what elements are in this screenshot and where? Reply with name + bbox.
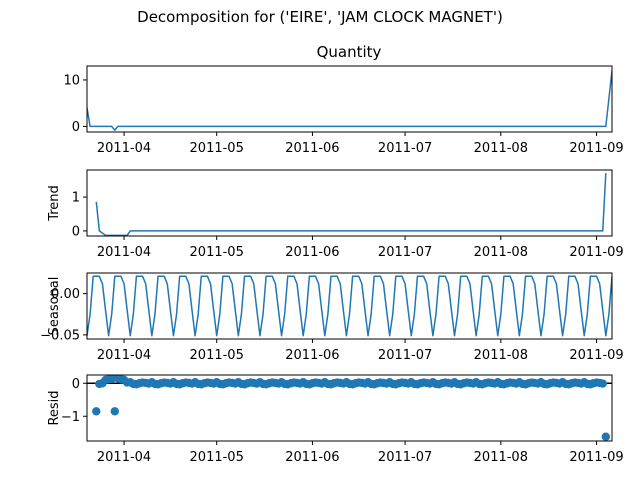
trend-plot-area	[95, 173, 607, 236]
resid-xtick-label: 2011-09	[569, 450, 623, 465]
seasonal-ytick-label: 0.00	[51, 287, 80, 302]
seasonal-xtick-label: 2011-07	[378, 348, 432, 363]
resid-xtick-label: 2011-07	[378, 450, 432, 465]
seasonal-xtick-label: 2011-05	[190, 348, 244, 363]
quantity-xtick-label: 2011-05	[190, 141, 244, 156]
trend-xtick-label: 2011-09	[569, 245, 623, 260]
seasonal-series-line	[87, 275, 612, 337]
trend-xtick-label: 2011-07	[378, 245, 432, 260]
trend-xtick-label: 2011-04	[97, 245, 151, 260]
quantity-ytick-label: 10	[63, 73, 80, 88]
seasonal-ylabel: Seasonal	[47, 277, 62, 336]
quantity-series-line	[87, 70, 612, 131]
quantity-xtick-label: 2011-07	[378, 141, 432, 156]
seasonal-xtick-label: 2011-04	[97, 348, 151, 363]
resid-xtick-label: 2011-05	[190, 450, 244, 465]
resid-point	[92, 407, 101, 416]
resid-point	[601, 432, 611, 441]
trend-ytick-label: 1	[72, 191, 80, 206]
seasonal-xtick-label: 2011-06	[285, 348, 339, 363]
resid-point	[107, 375, 116, 384]
resid-plot-area	[87, 375, 612, 441]
resid-ytick-label: −1	[61, 410, 80, 425]
resid-xtick-label: 2011-08	[474, 450, 528, 465]
trend-series-line	[95, 173, 607, 236]
quantity-xtick-label: 2011-09	[569, 141, 623, 156]
quantity-plot-area	[87, 70, 612, 131]
panel-resid: Resid 0 −1 2011-04 2011-05 2011-06 2011-07 2011…	[47, 374, 624, 465]
trend-xtick-label: 2011-06	[285, 245, 339, 260]
panel-title-quantity: Quantity	[317, 43, 382, 61]
quantity-ytick-label: 0	[72, 120, 80, 135]
panel-trend: Trend 0 1 2011-04 2011-05 2011-06 2011-07 2011-…	[47, 169, 624, 260]
trend-ytick-label: 0	[72, 224, 80, 239]
trend-axes-frame	[86, 169, 613, 237]
resid-point	[110, 407, 119, 416]
resid-point	[598, 379, 607, 388]
resid-axes-frame	[86, 374, 613, 442]
seasonal-plot-area	[87, 275, 612, 337]
trend-xtick-label: 2011-08	[474, 245, 528, 260]
resid-ylabel: Resid	[47, 390, 62, 425]
figure-suptitle: Decomposition for ('EIRE', 'JAM CLOCK MA…	[137, 8, 503, 26]
seasonal-xtick-label: 2011-08	[474, 348, 528, 363]
seasonal-xtick-label: 2011-09	[569, 348, 623, 363]
resid-ytick-label: 0	[72, 377, 80, 392]
quantity-xtick-label: 2011-08	[474, 141, 528, 156]
quantity-xtick-label: 2011-06	[285, 141, 339, 156]
trend-ylabel: Trend	[47, 185, 62, 222]
panel-quantity: 0 10 2011-04 2011-05 2011-06 2011-07 2011-08 20…	[63, 65, 624, 156]
resid-xtick-label: 2011-04	[97, 450, 151, 465]
quantity-xtick-label: 2011-04	[97, 141, 151, 156]
resid-xtick-label: 2011-06	[285, 450, 339, 465]
quantity-axes-frame	[86, 65, 613, 133]
seasonal-axes-frame	[86, 272, 613, 340]
trend-xtick-label: 2011-05	[190, 245, 244, 260]
seasonal-ytick-label: −0.05	[40, 328, 80, 343]
